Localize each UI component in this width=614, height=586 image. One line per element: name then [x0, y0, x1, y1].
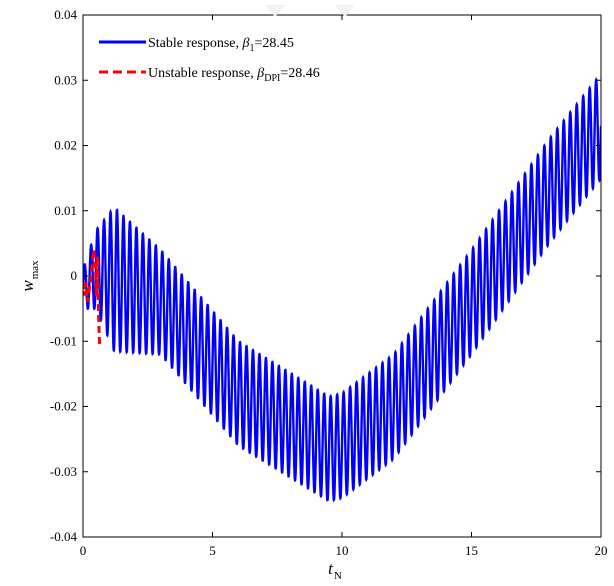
legend-label-stable: Stable response, β1=28.45	[148, 36, 294, 54]
y-tick-label: 0	[71, 268, 78, 283]
tick-layer: 0 5 10 15 20 -0.04 -0.03 -0.02 -0.01 0 0.01 0.02 0.0…	[50, 7, 608, 558]
series-layer	[83, 77, 601, 503]
y-tick-label: -0.02	[50, 399, 77, 414]
legend-label-unstable: Unstable response, βDPI=28.46	[148, 66, 320, 84]
y-tick-label: 0.02	[54, 138, 77, 153]
x-tick-label: 15	[465, 543, 478, 558]
x-axis-label: tN	[328, 559, 342, 582]
legend: Stable response, β1=28.45 Unstable respo…	[99, 36, 320, 84]
series-line-unstable	[83, 249, 102, 345]
series-line-stable	[83, 77, 601, 503]
y-tick-label: 0.04	[54, 7, 77, 22]
y-tick-label: -0.03	[50, 464, 77, 479]
y-tick-label: -0.01	[50, 333, 77, 348]
y-axis-label: wmax	[18, 260, 41, 292]
y-tick-label: -0.04	[50, 529, 78, 544]
y-tick-label: 0.01	[54, 203, 77, 218]
x-tick-label: 5	[209, 543, 216, 558]
x-tick-label: 0	[80, 543, 87, 558]
x-tick-label: 20	[595, 543, 608, 558]
y-tick-label: 0.03	[54, 72, 77, 87]
x-tick-label: 10	[336, 543, 349, 558]
